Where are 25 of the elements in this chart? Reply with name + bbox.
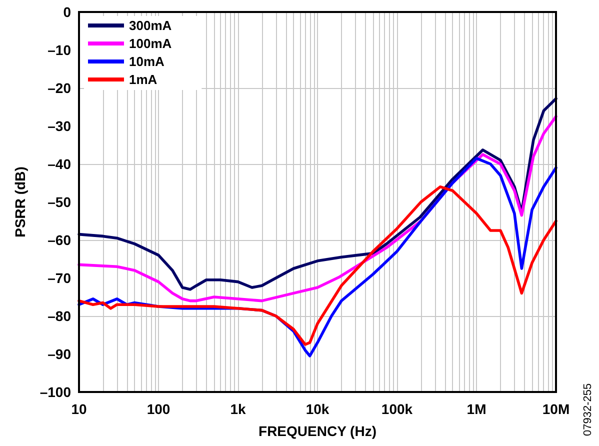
y-tick-label: –80 bbox=[48, 308, 72, 324]
x-tick-label: 100 bbox=[146, 401, 170, 417]
y-tick-label: –90 bbox=[48, 346, 72, 362]
y-tick-label: –40 bbox=[48, 156, 72, 172]
x-tick-label: 1k bbox=[230, 401, 246, 417]
y-tick-label: 0 bbox=[63, 4, 72, 20]
y-tick-label: –100 bbox=[40, 384, 72, 400]
x-tick-label: 1M bbox=[466, 401, 486, 417]
y-tick-label: –70 bbox=[48, 270, 72, 286]
x-tick-label: 10M bbox=[542, 401, 570, 417]
y-tick-label: –30 bbox=[48, 118, 72, 134]
legend-label: 10mA bbox=[129, 54, 166, 69]
text: 07932-255 bbox=[582, 383, 594, 436]
y-tick-label: –50 bbox=[48, 194, 72, 210]
legend-label: 1mA bbox=[129, 72, 158, 87]
y-axis-title: PSRR (dB) bbox=[12, 166, 28, 238]
x-axis-title: FREQUENCY (Hz) bbox=[258, 423, 376, 439]
y-tick-label: –20 bbox=[48, 80, 72, 96]
x-tick-label: 10k bbox=[306, 401, 330, 417]
legend-label: 300mA bbox=[129, 18, 172, 33]
x-tick-label: 10 bbox=[71, 401, 87, 417]
y-tick-label: –60 bbox=[48, 232, 72, 248]
x-tick-label: 100k bbox=[381, 401, 413, 417]
legend-label: 100mA bbox=[129, 36, 172, 51]
y-tick-label: –10 bbox=[48, 42, 72, 58]
